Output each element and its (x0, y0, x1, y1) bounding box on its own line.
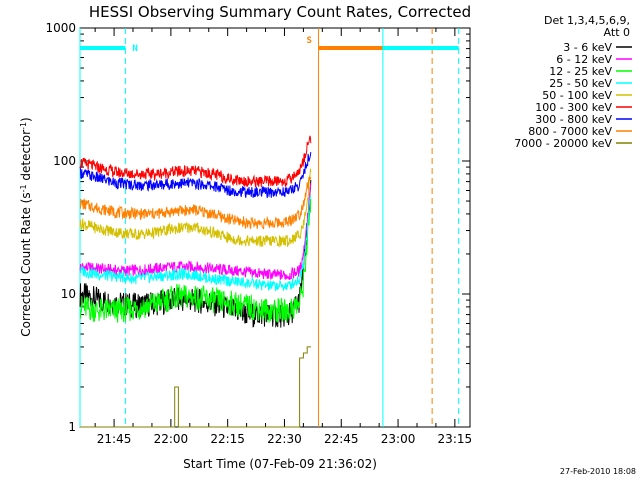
y-tick-label: 10 (61, 287, 76, 301)
series-line-7 (79, 176, 312, 230)
footer-timestamp: 27-Feb-2010 18:08 (560, 467, 636, 476)
series-line-1 (79, 183, 312, 281)
x-tick-label: 22:30 (267, 432, 302, 446)
series-line-3 (79, 195, 312, 292)
legend-label-3: 25 - 50 keV (549, 77, 612, 90)
series-line-8 (80, 346, 311, 428)
marker-label: S (307, 36, 312, 46)
legend-label-8: 7000 - 20000 keV (514, 137, 612, 150)
chart-title: HESSI Observing Summary Count Rates, Cor… (89, 3, 471, 21)
y-tick-label: 100 (53, 154, 76, 168)
legend-header-1: Det 1,3,4,5,6,9, (544, 14, 630, 27)
legend-header-2: Att 0 (604, 26, 630, 39)
y-axis-label: Corrected Count Rate (s-1 detector-1) (19, 117, 34, 336)
y-label-mid: detector (19, 130, 33, 185)
legend-label-5: 100 - 300 keV (535, 101, 612, 114)
x-tick-label: 23:15 (438, 432, 473, 446)
x-tick-label: 22:45 (324, 432, 359, 446)
plot-frame (79, 27, 471, 428)
legend-label-2: 12 - 25 keV (549, 65, 612, 78)
x-tick-label: 22:15 (210, 432, 245, 446)
x-tick-label: 21:45 (97, 432, 132, 446)
x-axis-label: Start Time (07-Feb-09 21:36:02) (183, 457, 377, 471)
legend-label-0: 3 - 6 keV (563, 41, 612, 54)
series-line-5 (79, 135, 312, 188)
series-line-6 (79, 152, 312, 199)
series-line-2 (79, 198, 312, 323)
segment-markers: NS (79, 28, 460, 427)
y-label-main: Corrected Count Rate (s (19, 192, 33, 336)
legend-label-1: 6 - 12 keV (556, 53, 612, 66)
x-axis-ticks: 21:45 22:00 22:15 22:30 22:45 23:00 23:15 (94, 28, 473, 446)
x-tick-label: 23:00 (381, 432, 416, 446)
marker-label: N (132, 44, 137, 54)
legend-label-6: 300 - 800 keV (535, 113, 612, 126)
y-label-sup1: -1 (19, 184, 28, 192)
y-axis-ticks: 1 10 100 1000 (45, 21, 470, 434)
y-tick-label: 1 (68, 420, 76, 434)
y-tick-label: 1000 (45, 21, 76, 35)
legend-label-7: 800 - 7000 keV (528, 125, 612, 138)
y-label-end: ) (19, 117, 33, 122)
y-label-sup2: -1 (19, 122, 28, 130)
series-group (79, 135, 312, 428)
x-tick-label: 22:00 (154, 432, 189, 446)
series-line-4 (79, 168, 312, 248)
plot-area: 1 10 100 1000 21:45 22:00 22:15 22:30 22:45 23:0… (45, 21, 472, 446)
legend-label-4: 50 - 100 keV (542, 89, 612, 102)
